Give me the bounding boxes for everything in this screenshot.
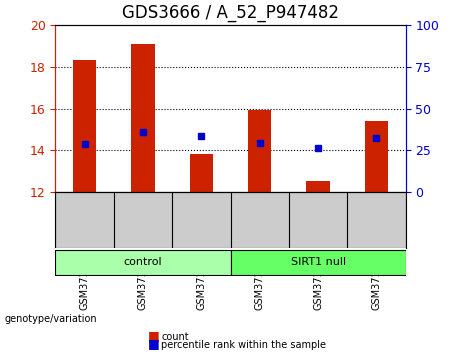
Bar <box>248 110 272 192</box>
Bar <box>365 121 388 192</box>
Text: count: count <box>161 332 189 342</box>
Bar <box>189 154 213 192</box>
Text: genotype/variation: genotype/variation <box>5 314 97 324</box>
Title: GDS3666 / A_52_P947482: GDS3666 / A_52_P947482 <box>122 4 339 22</box>
FancyBboxPatch shape <box>230 250 406 275</box>
FancyBboxPatch shape <box>55 250 230 275</box>
Text: ■: ■ <box>148 337 159 350</box>
Text: percentile rank within the sample: percentile rank within the sample <box>161 341 326 350</box>
Text: ■: ■ <box>148 329 159 342</box>
Text: control: control <box>124 257 162 267</box>
Bar <box>73 61 96 192</box>
Text: SIRT1 null: SIRT1 null <box>290 257 346 267</box>
Bar <box>307 181 330 192</box>
Bar <box>131 44 154 192</box>
